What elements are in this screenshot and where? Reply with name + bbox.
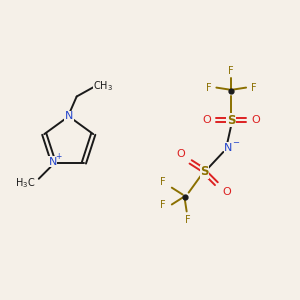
Text: O: O — [176, 149, 185, 159]
Text: N: N — [48, 157, 57, 167]
Text: −: − — [232, 139, 239, 148]
Text: F: F — [160, 200, 166, 211]
Text: CH$_3$: CH$_3$ — [93, 79, 113, 92]
Text: S: S — [200, 165, 209, 178]
Text: S: S — [227, 114, 236, 127]
Text: F: F — [206, 82, 211, 93]
Text: F: F — [160, 177, 166, 187]
Text: F: F — [228, 66, 234, 76]
Text: +: + — [56, 152, 62, 161]
Text: O: O — [202, 115, 211, 125]
Text: O: O — [222, 187, 231, 196]
Text: F: F — [185, 215, 191, 225]
Text: F: F — [251, 82, 257, 93]
Text: O: O — [252, 115, 260, 125]
Text: N: N — [224, 143, 232, 153]
Text: N: N — [64, 111, 73, 121]
Text: H$_3$C: H$_3$C — [15, 176, 35, 190]
